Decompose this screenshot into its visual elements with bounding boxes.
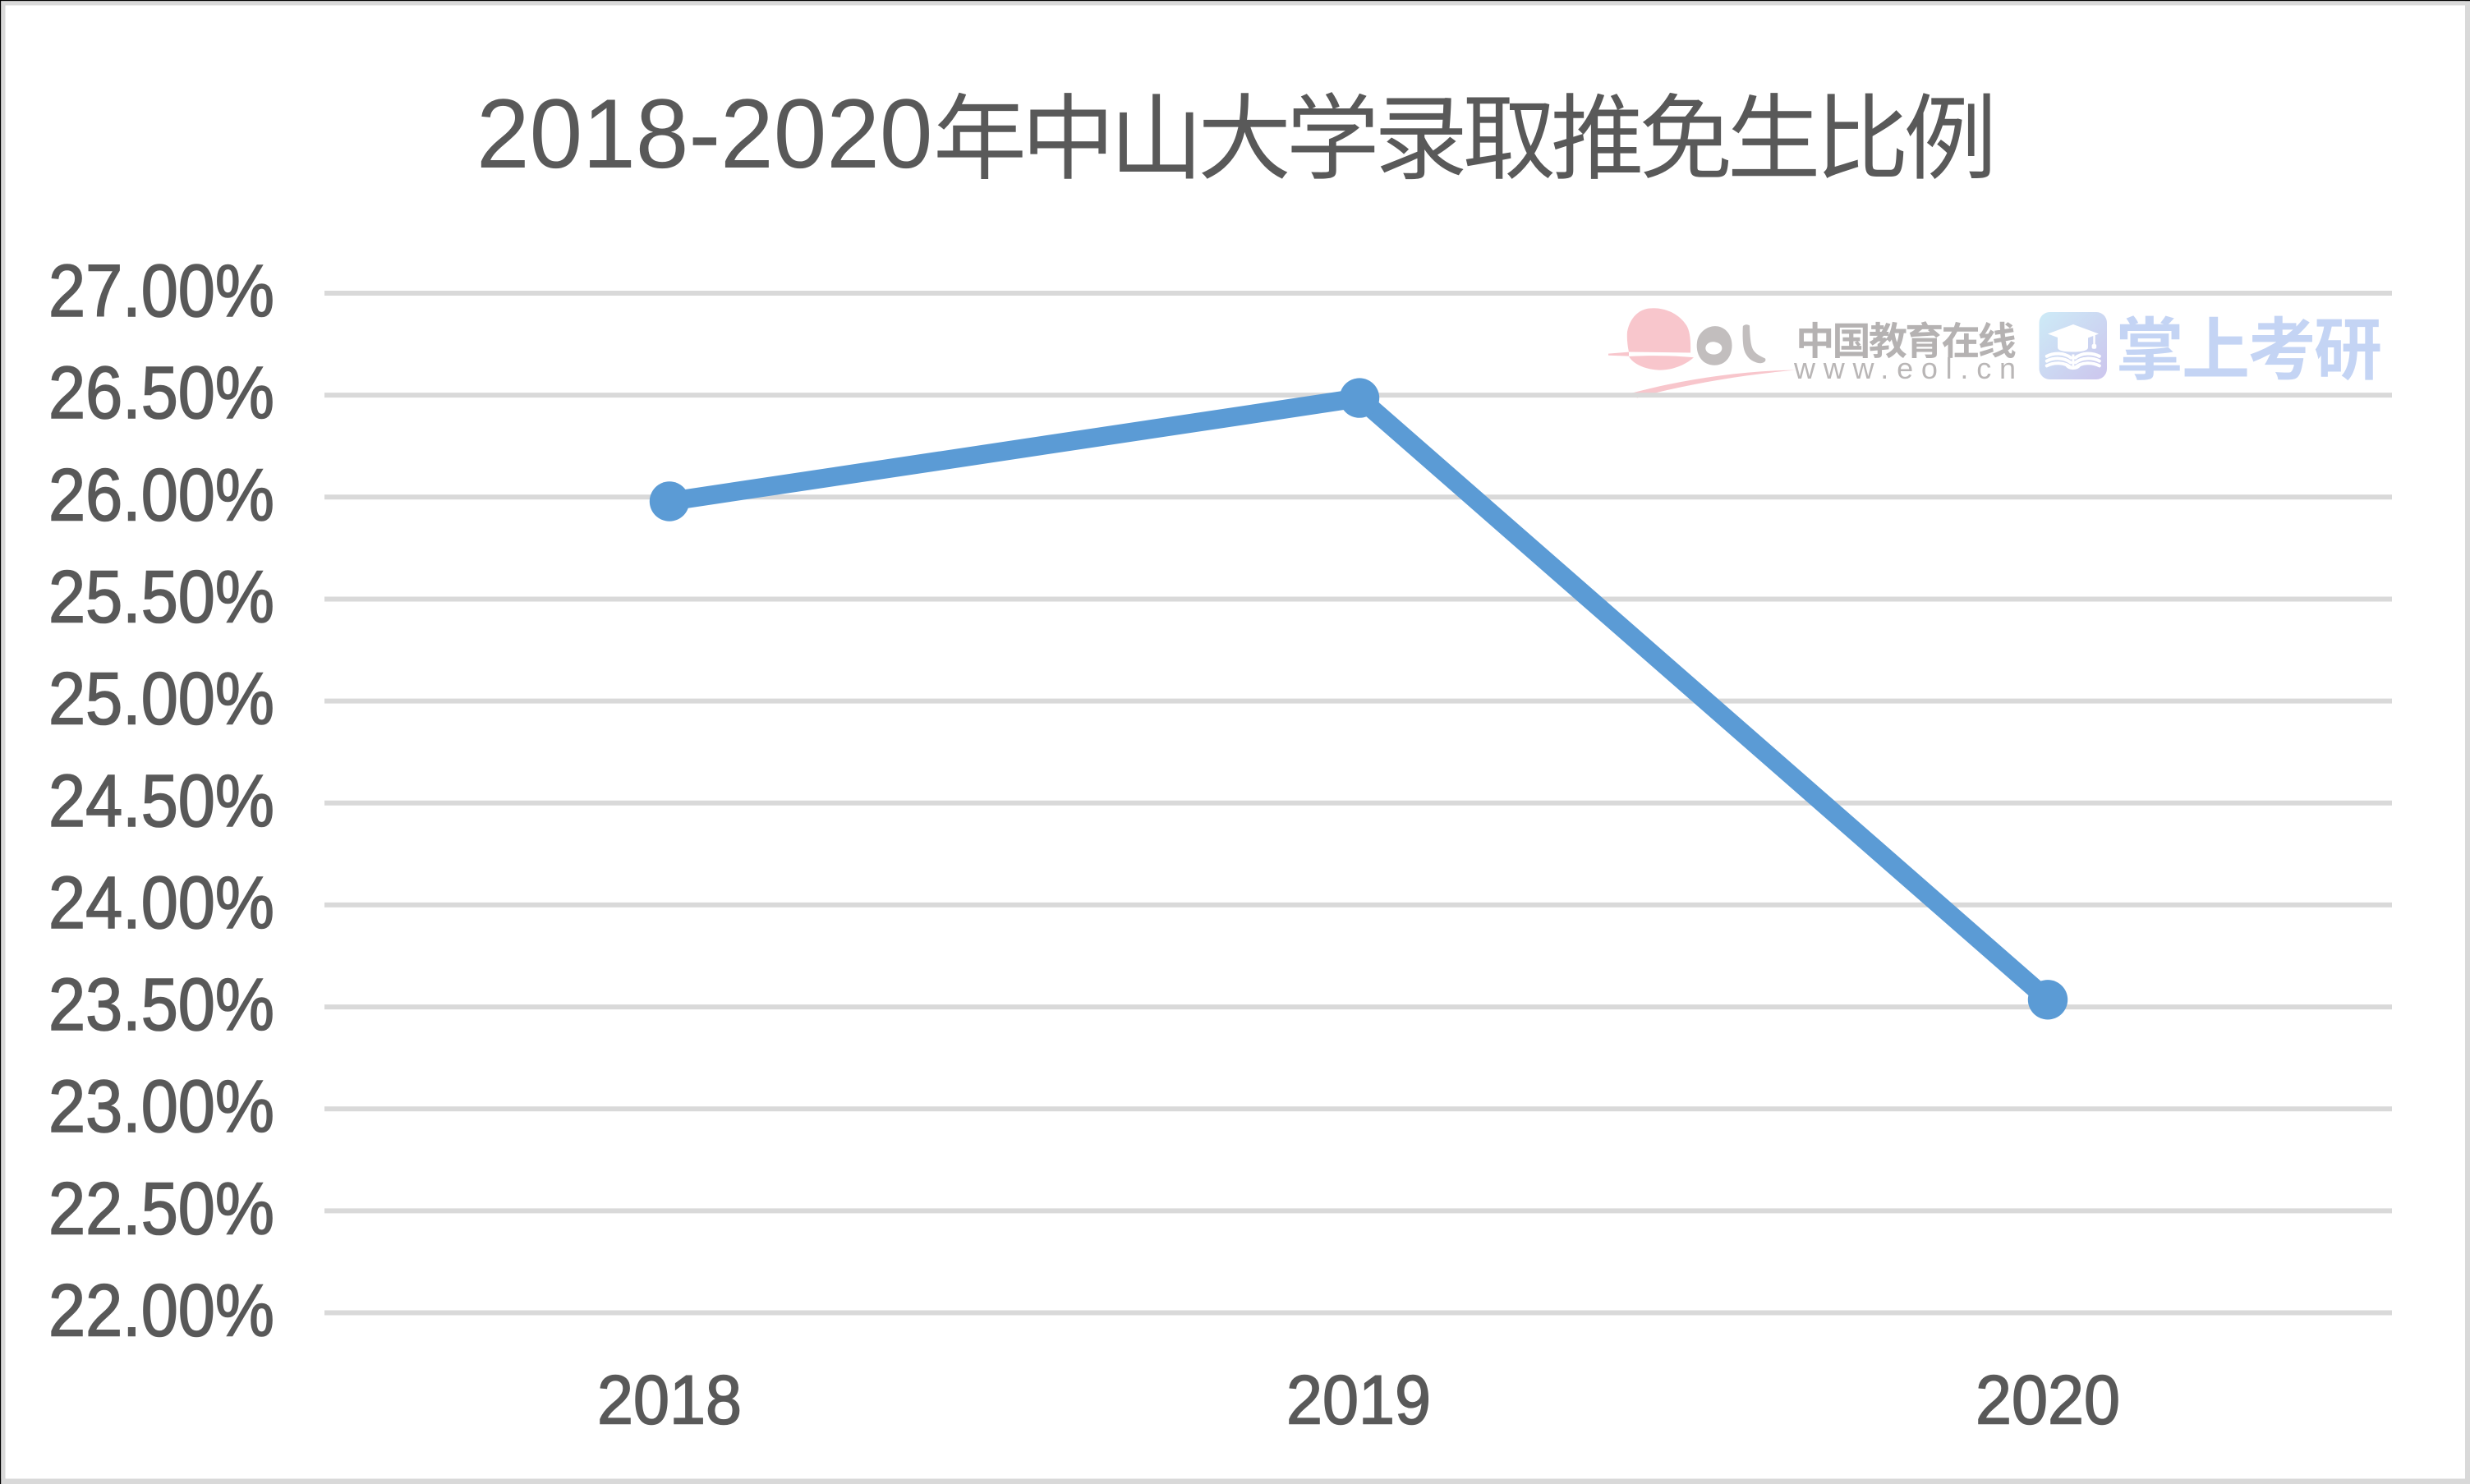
svg-text:2020: 2020 [1976, 1362, 2120, 1439]
svg-text:24.50%: 24.50% [48, 760, 274, 843]
svg-text:25.50%: 25.50% [48, 557, 274, 639]
svg-text:26.50%: 26.50% [48, 352, 274, 434]
svg-text:27.00%: 27.00% [48, 250, 274, 333]
svg-text:22.50%: 22.50% [48, 1168, 274, 1250]
svg-text:23.50%: 23.50% [48, 964, 274, 1046]
svg-text:23.00%: 23.00% [48, 1066, 274, 1148]
svg-text:22.00%: 22.00% [48, 1270, 274, 1353]
svg-text:25.00%: 25.00% [48, 659, 274, 741]
svg-text:2019: 2019 [1286, 1362, 1431, 1439]
svg-text:www.eol.cn: www.eol.cn [1793, 351, 2016, 385]
svg-text:2018: 2018 [597, 1362, 742, 1439]
svg-text:24.00%: 24.00% [48, 862, 274, 944]
svg-text:26.00%: 26.00% [48, 454, 274, 536]
